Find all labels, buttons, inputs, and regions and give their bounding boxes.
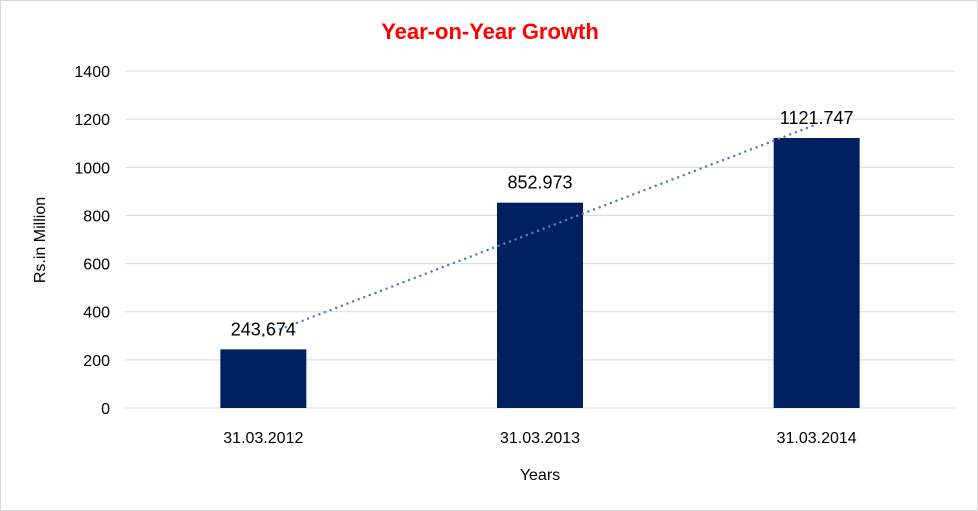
- bar: [773, 137, 860, 408]
- x-axis-label: Years: [520, 467, 560, 484]
- bars: [220, 137, 860, 408]
- bar: [220, 349, 307, 408]
- y-axis: 0 200 400 600 800 1000 1200 1400: [74, 64, 110, 418]
- x-axis: 31.03.2012 31.03.2013 31.03.2014: [223, 430, 857, 447]
- y-tick-label: 200: [83, 353, 110, 370]
- x-tick-label: 31.03.2014: [777, 430, 857, 447]
- y-tick-label: 1200: [74, 112, 110, 129]
- y-tick-label: 0: [101, 401, 110, 418]
- data-label: 852.973: [507, 173, 572, 193]
- y-tick-label: 1400: [74, 64, 110, 81]
- chart-title: Year-on-Year Growth: [381, 19, 599, 44]
- data-labels: 243.674 852.973 1121.747: [231, 108, 854, 339]
- data-label: 243.674: [231, 319, 296, 339]
- y-tick-label: 600: [83, 257, 110, 274]
- y-tick-label: 1000: [74, 160, 110, 177]
- bar: [497, 202, 583, 408]
- x-tick-label: 31.03.2013: [500, 430, 580, 447]
- y-tick-label: 800: [83, 208, 110, 225]
- y-tick-label: 400: [83, 305, 110, 322]
- y-axis-label: Rs.in Million: [32, 197, 49, 283]
- x-tick-label: 31.03.2012: [223, 430, 303, 447]
- data-label: 1121.747: [780, 108, 854, 128]
